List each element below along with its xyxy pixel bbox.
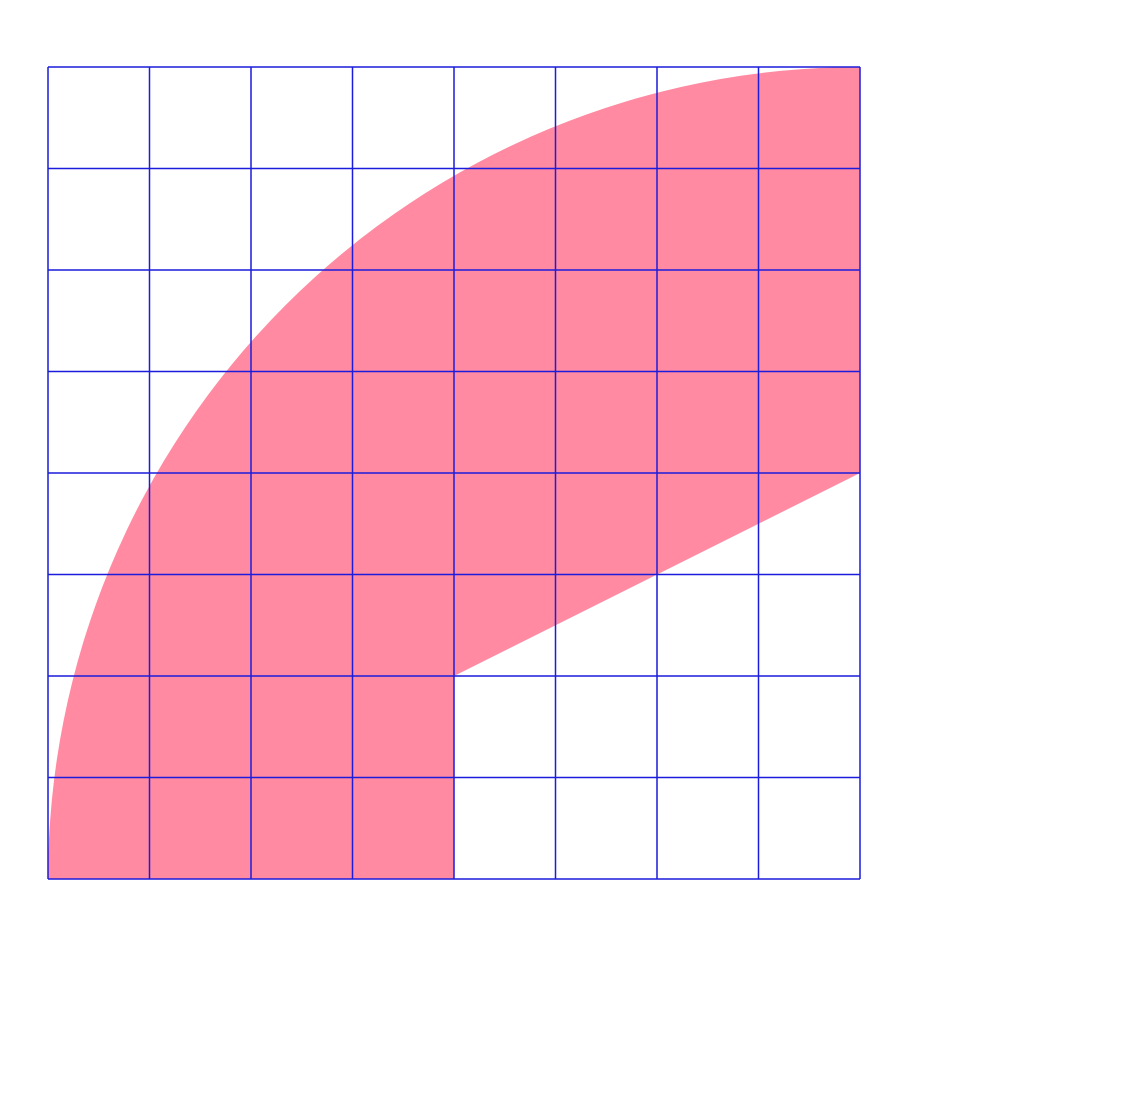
grid (47, 66, 861, 880)
